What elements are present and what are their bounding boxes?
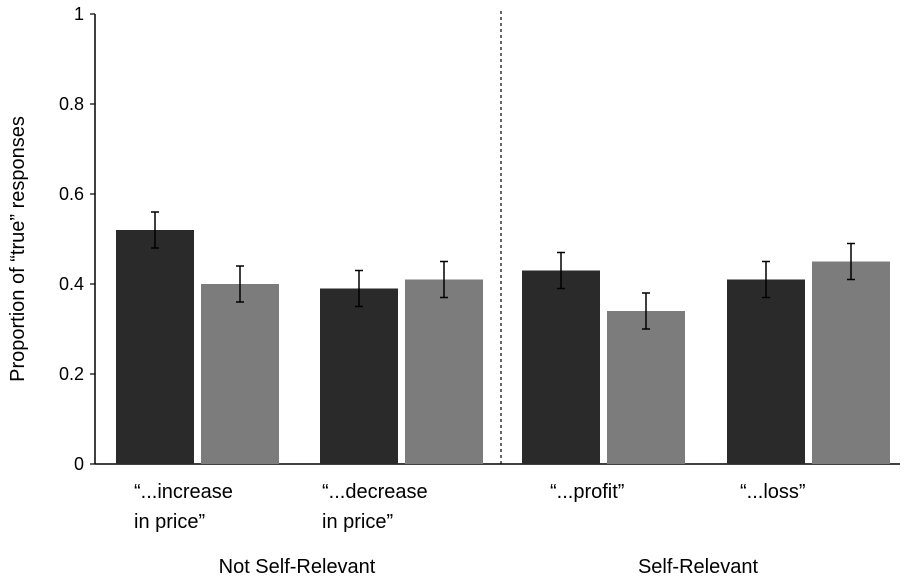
y-tick-label: 0.2 — [59, 364, 84, 384]
bar-light-1 — [405, 279, 483, 464]
category-label-line1: “...decrease — [322, 481, 428, 503]
bar-dark-3 — [727, 279, 805, 464]
y-tick-label: 1 — [74, 4, 84, 24]
y-tick-label: 0.6 — [59, 184, 84, 204]
category-label-line1: “...loss” — [740, 481, 806, 503]
bar-dark-1 — [320, 288, 398, 464]
bars — [116, 230, 890, 464]
bar-light-0 — [201, 284, 279, 464]
category-label-line2: in price” — [134, 511, 205, 533]
y-tick-label: 0 — [74, 454, 84, 474]
category-label-line1: “...increase — [134, 481, 233, 503]
bar-dark-0 — [116, 230, 194, 464]
bar-light-2 — [607, 311, 685, 464]
group-label: Not Self-Relevant — [219, 556, 376, 578]
y-axis-ticks: 0 0.2 0.4 0.6 0.8 1 — [59, 4, 95, 474]
y-axis-title: Proportion of “true” responses — [7, 116, 29, 382]
error-bars — [151, 211, 855, 330]
bar-light-3 — [812, 261, 890, 464]
category-label-line1: “...profit” — [550, 481, 624, 503]
category-labels: “...increase in price” “...decrease in pric… — [134, 481, 806, 533]
bar-dark-2 — [522, 270, 600, 464]
group-labels: Not Self-Relevant Self-Relevant — [219, 556, 759, 578]
group-label: Self-Relevant — [638, 556, 759, 578]
category-label-line2: in price” — [322, 511, 393, 533]
y-tick-label: 0.4 — [59, 274, 84, 294]
y-tick-label: 0.8 — [59, 94, 84, 114]
